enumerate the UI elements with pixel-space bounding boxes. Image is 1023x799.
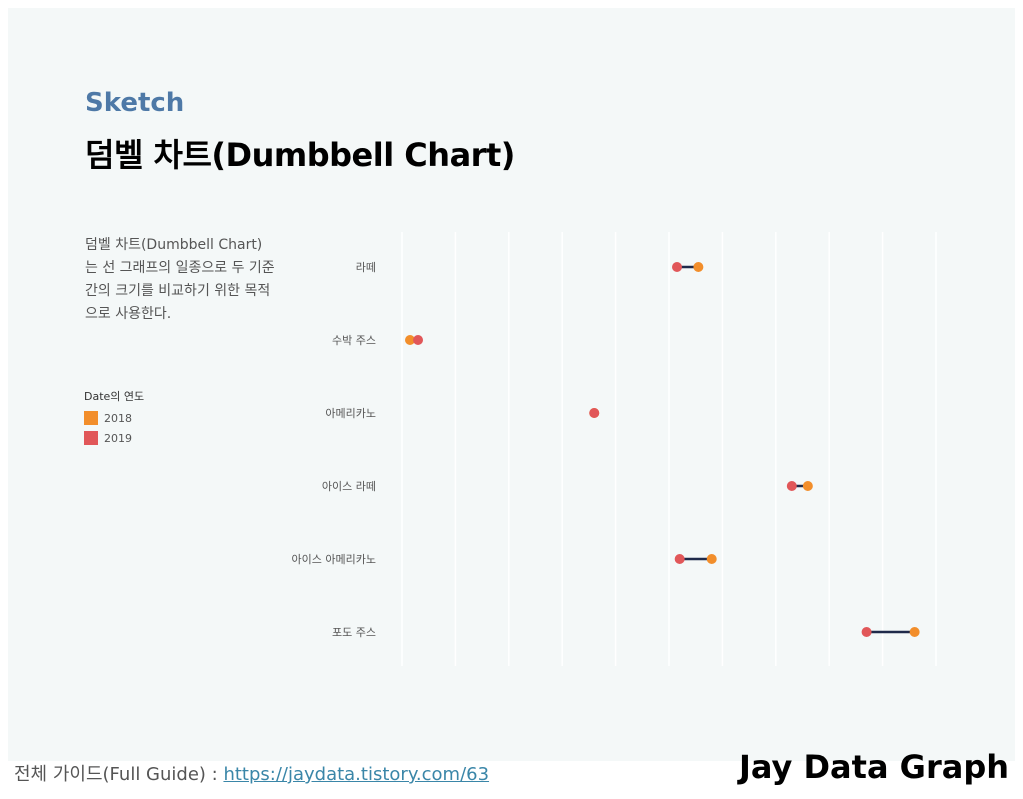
chart-title: 덤벨 차트(Dumbbell Chart): [85, 136, 515, 174]
data-point-2018: [706, 554, 717, 564]
category-label: 아이스 라떼: [322, 480, 376, 493]
data-point-2018: [909, 627, 920, 637]
brand-logo: Jay Data Graph: [738, 748, 1009, 786]
category-label: 포도 주스: [332, 626, 376, 639]
data-point-2019: [786, 481, 797, 491]
category-label: 라떼: [356, 261, 376, 274]
data-point-2019: [861, 627, 872, 637]
data-point-2018: [693, 262, 704, 272]
chart-description: 덤벨 차트(Dumbbell Chart)는 선 그래프의 일종으로 두 기준 …: [85, 237, 275, 322]
category-label: 아메리카노: [325, 407, 376, 420]
data-point-2019: [672, 262, 683, 272]
footer-guide: 전체 가이드(Full Guide) : https://jaydata.tis…: [14, 760, 489, 786]
category-label: 수박 주스: [332, 334, 376, 347]
chart-panel: [8, 8, 1015, 761]
legend-title: Date의 연도: [84, 390, 145, 403]
data-point-2019: [589, 408, 600, 418]
data-point-2018: [405, 335, 416, 345]
guide-link[interactable]: https://jaydata.tistory.com/63: [223, 764, 490, 785]
data-point-2018: [802, 481, 813, 491]
data-point-2019: [674, 554, 685, 564]
legend-item-2018[interactable]: 2018: [84, 408, 144, 428]
legend-swatch-2019: [84, 431, 98, 445]
legend-item-2019[interactable]: 2019: [84, 428, 144, 448]
category-label: 아이스 아메리카노: [292, 553, 376, 566]
legend: Date의 연도 2018 2019: [84, 388, 144, 448]
data-point-2019: [413, 335, 424, 345]
legend-label-2018: 2018: [104, 411, 132, 425]
legend-swatch-2018: [84, 411, 98, 425]
footer-guide-label: 전체 가이드(Full Guide) :: [14, 764, 224, 785]
legend-label-2019: 2019: [104, 431, 132, 445]
chart-subtitle: Sketch: [85, 88, 185, 118]
